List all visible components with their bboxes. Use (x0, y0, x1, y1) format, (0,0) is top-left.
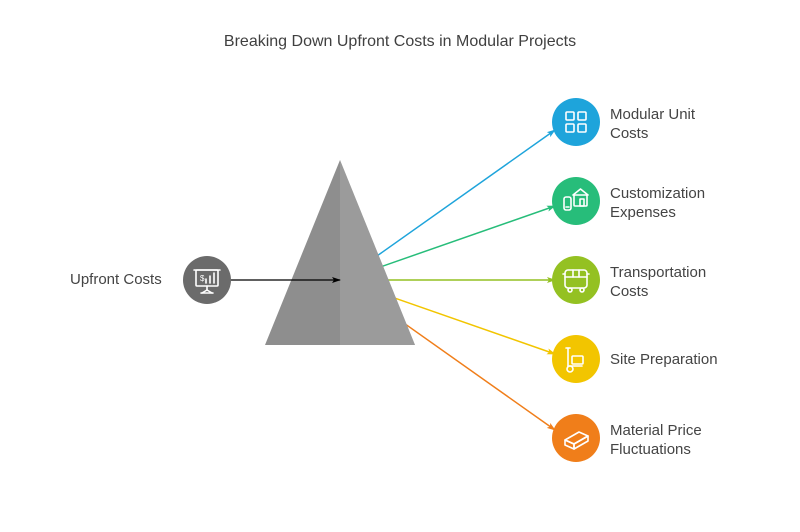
node-transportation-costs (552, 256, 600, 304)
prism-highlight (340, 160, 415, 345)
label-material-price-fluctuations: Material Price Fluctuations (610, 422, 702, 460)
label-site-preparation: Site Preparation (610, 351, 718, 370)
node-modular-unit-costs (552, 98, 600, 146)
label-modular-unit-costs: Modular Unit Costs (610, 106, 695, 144)
node-site-preparation (552, 335, 600, 383)
svg-text:$: $ (200, 274, 205, 283)
label-customization-expenses: Customization Expenses (610, 185, 705, 223)
input-node-circle (183, 256, 231, 304)
node-customization-expenses (552, 177, 600, 225)
node-material-price-fluctuations (552, 414, 600, 462)
label-transportation-costs: Transportation Costs (610, 264, 706, 302)
